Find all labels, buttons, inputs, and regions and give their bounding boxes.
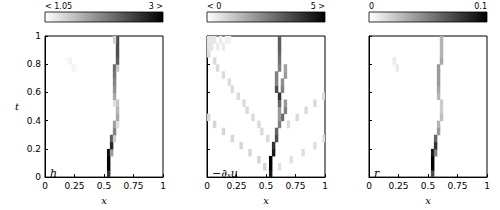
svg-text:t: t xyxy=(15,101,20,112)
svg-text:0.25: 0.25 xyxy=(388,181,408,191)
svg-text:0.6: 0.6 xyxy=(27,87,42,97)
svg-text:0: 0 xyxy=(366,181,372,191)
svg-text:x: x xyxy=(425,195,431,206)
svg-text:0.5: 0.5 xyxy=(259,181,273,191)
svg-text:1: 1 xyxy=(484,181,490,191)
svg-text:0: 0 xyxy=(42,181,48,191)
svg-text:0.4: 0.4 xyxy=(27,116,42,126)
svg-text:< 1.05: < 1.05 xyxy=(45,2,72,11)
svg-text:1: 1 xyxy=(160,181,166,191)
svg-text:0.75: 0.75 xyxy=(285,181,305,191)
svg-text:1: 1 xyxy=(322,181,328,191)
svg-text:0: 0 xyxy=(35,172,41,182)
svg-text:−∂ₓu: −∂ₓu xyxy=(212,167,238,180)
svg-text:0.75: 0.75 xyxy=(447,181,467,191)
svg-text:0.25: 0.25 xyxy=(64,181,84,191)
svg-text:0.8: 0.8 xyxy=(27,59,42,69)
svg-text:0.5: 0.5 xyxy=(421,181,435,191)
svg-text:3 >: 3 > xyxy=(149,2,163,11)
svg-text:x: x xyxy=(263,195,269,206)
svg-text:h: h xyxy=(50,167,57,180)
svg-text:x: x xyxy=(101,195,107,206)
svg-text:0.5: 0.5 xyxy=(97,181,111,191)
svg-text:0: 0 xyxy=(204,181,210,191)
svg-text:0.1: 0.1 xyxy=(474,2,487,11)
svg-text:r: r xyxy=(374,167,380,180)
svg-text:0.75: 0.75 xyxy=(123,181,143,191)
svg-text:0.25: 0.25 xyxy=(226,181,246,191)
svg-text:0.2: 0.2 xyxy=(27,144,41,154)
svg-text:5 >: 5 > xyxy=(311,2,325,11)
svg-text:1: 1 xyxy=(35,31,41,41)
svg-text:0: 0 xyxy=(369,2,374,11)
svg-text:< 0: < 0 xyxy=(207,2,221,11)
